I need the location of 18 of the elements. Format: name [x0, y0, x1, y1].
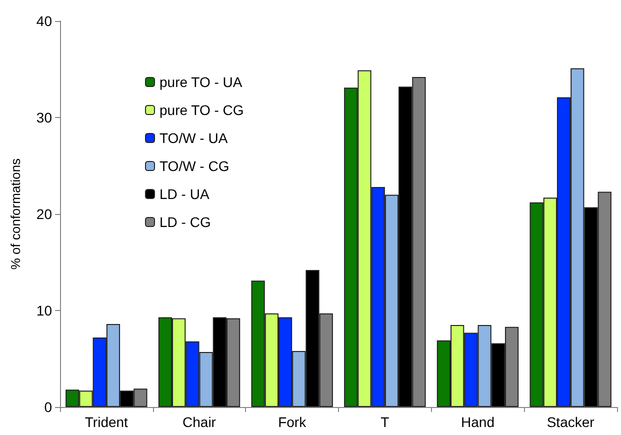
- legend-label: pure TO - CG: [160, 102, 244, 118]
- x-tick-label: Trident: [84, 414, 128, 430]
- y-tick-label: 40: [36, 13, 52, 29]
- x-tick-label: Chair: [182, 414, 216, 430]
- legend-label: TO/W - CG: [160, 158, 230, 174]
- y-tick-label: 10: [36, 302, 52, 318]
- y-tick-label: 30: [36, 110, 52, 126]
- legend-label: TO/W - UA: [160, 130, 228, 146]
- y-tick-label: 20: [36, 206, 52, 222]
- y-tick-label: 0: [44, 399, 52, 415]
- x-tick-label: Hand: [461, 414, 494, 430]
- legend-label: pure TO - UA: [160, 74, 243, 90]
- x-tick-label: Fork: [278, 414, 308, 430]
- legend-label: LD - CG: [160, 214, 211, 230]
- x-tick-label: T: [380, 414, 390, 430]
- legend-label: LD - UA: [160, 186, 210, 202]
- y-axis-title: % of conformations: [8, 158, 23, 270]
- x-tick-label: Stacker: [546, 414, 595, 430]
